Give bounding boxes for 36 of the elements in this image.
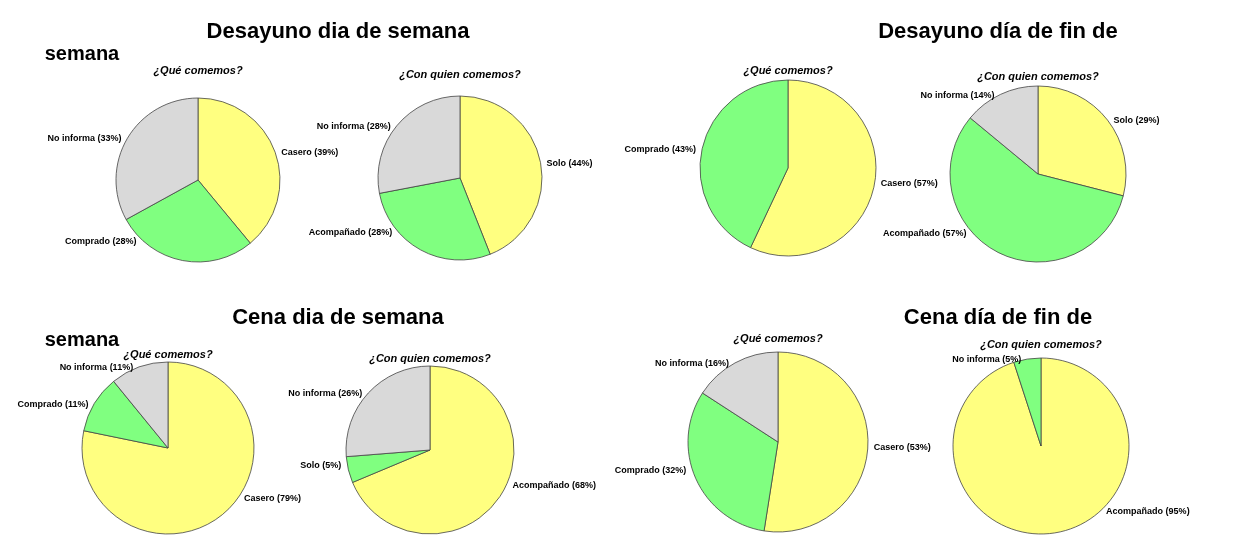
slice-label: Comprado (43%)	[624, 143, 697, 154]
slice-label: Comprado (28%)	[65, 235, 137, 246]
chart-title: ¿Con quien comemos?	[369, 352, 492, 365]
text: Desayuno dia de semana	[206, 18, 471, 43]
slice-label: No informa (33%)	[47, 133, 122, 144]
slice-label: Solo (29%)	[1113, 115, 1160, 126]
chart-title: ¿Qué comemos?	[743, 64, 833, 77]
slice-label: Comprado (32%)	[614, 464, 687, 475]
text: semana	[44, 328, 121, 350]
slice-label: Casero (79%)	[243, 493, 302, 504]
slice-label: No informa (5%)	[952, 354, 1022, 365]
text: Cena día de fin de	[903, 304, 1093, 329]
slice-label: Acompañado (28%)	[308, 227, 393, 238]
slice-label: No informa (16%)	[655, 358, 730, 369]
slice-label: No informa (14%)	[920, 89, 995, 100]
text: Desayuno día de fin de	[878, 18, 1118, 43]
slice-label: No informa (28%)	[316, 120, 391, 131]
chart-title: ¿Con quien comemos?	[977, 70, 1100, 83]
chart-title: ¿Qué comemos?	[123, 348, 213, 361]
slice-label: Acompañado (95%)	[1106, 506, 1190, 517]
slice-label: Acompañado (57%)	[883, 227, 967, 238]
slice-label: No informa (11%)	[59, 362, 134, 373]
chart-title: ¿Con quien comemos?	[980, 338, 1103, 351]
slice-label: Casero (57%)	[880, 177, 938, 188]
chart-title: ¿Con quien comemos?	[399, 68, 522, 81]
chart-title: ¿Qué comemos?	[153, 64, 243, 77]
slice-label: Solo (5%)	[300, 460, 342, 470]
slice-label: Comprado (11%)	[17, 398, 89, 409]
slice-label: No informa (26%)	[288, 388, 363, 399]
slice-label: Acompañado (68%)	[512, 480, 596, 491]
chart-title: ¿Qué comemos?	[733, 332, 823, 345]
slice-label: Casero (39%)	[281, 147, 339, 158]
slice-label: Solo (44%)	[546, 157, 593, 168]
text: semana	[44, 42, 121, 64]
text: Cena dia de semana	[232, 304, 445, 329]
slice-label: Casero (53%)	[873, 442, 931, 453]
